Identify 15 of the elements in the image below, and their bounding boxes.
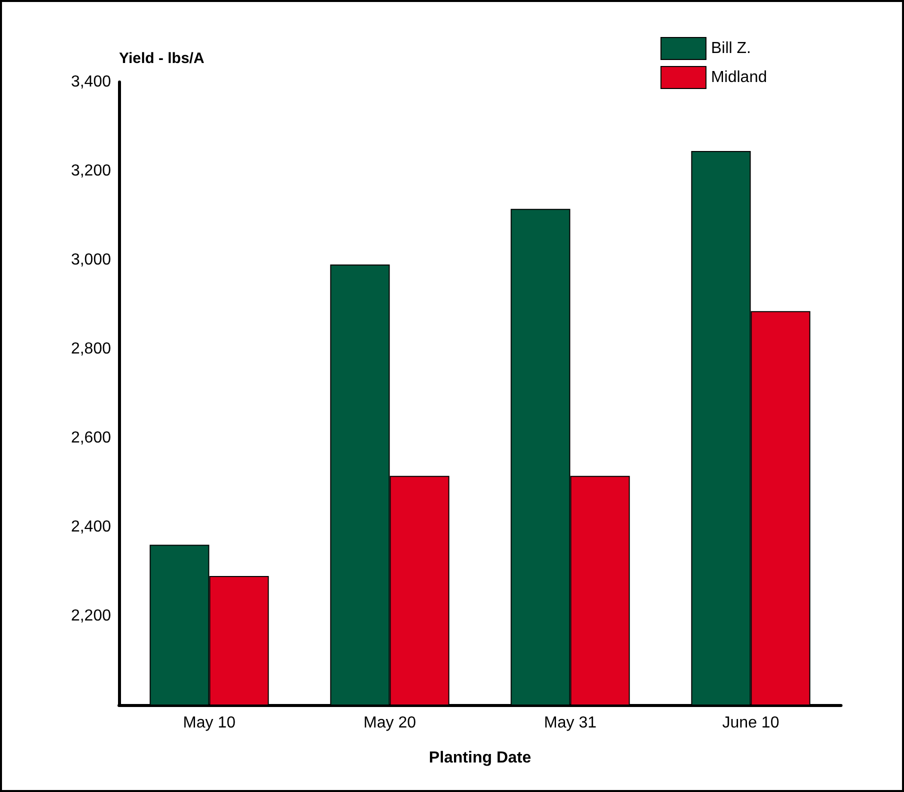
y-tick-label: 2,600 xyxy=(70,430,112,446)
x-tick-label: May 20 xyxy=(364,714,416,732)
y-tick-label: 2,200 xyxy=(70,608,112,624)
x-tick-label: May 31 xyxy=(544,714,597,732)
legend-label: Midland xyxy=(710,69,767,86)
y-tick-label: 2,800 xyxy=(70,340,112,358)
x-tick-label: May 10 xyxy=(183,714,236,732)
y-tick-label: 3,200 xyxy=(70,162,112,180)
x-axis-title: Planting Date xyxy=(428,750,532,766)
y-tick-label: 3,400 xyxy=(70,74,112,90)
y-axis-title: Yield - lbs/A xyxy=(119,50,204,67)
y-tick-label: 2,400 xyxy=(70,518,112,536)
y-tick-label: 3,000 xyxy=(70,252,112,268)
x-tick-label: June 10 xyxy=(722,714,780,732)
legend-label: Bill Z. xyxy=(710,40,751,57)
